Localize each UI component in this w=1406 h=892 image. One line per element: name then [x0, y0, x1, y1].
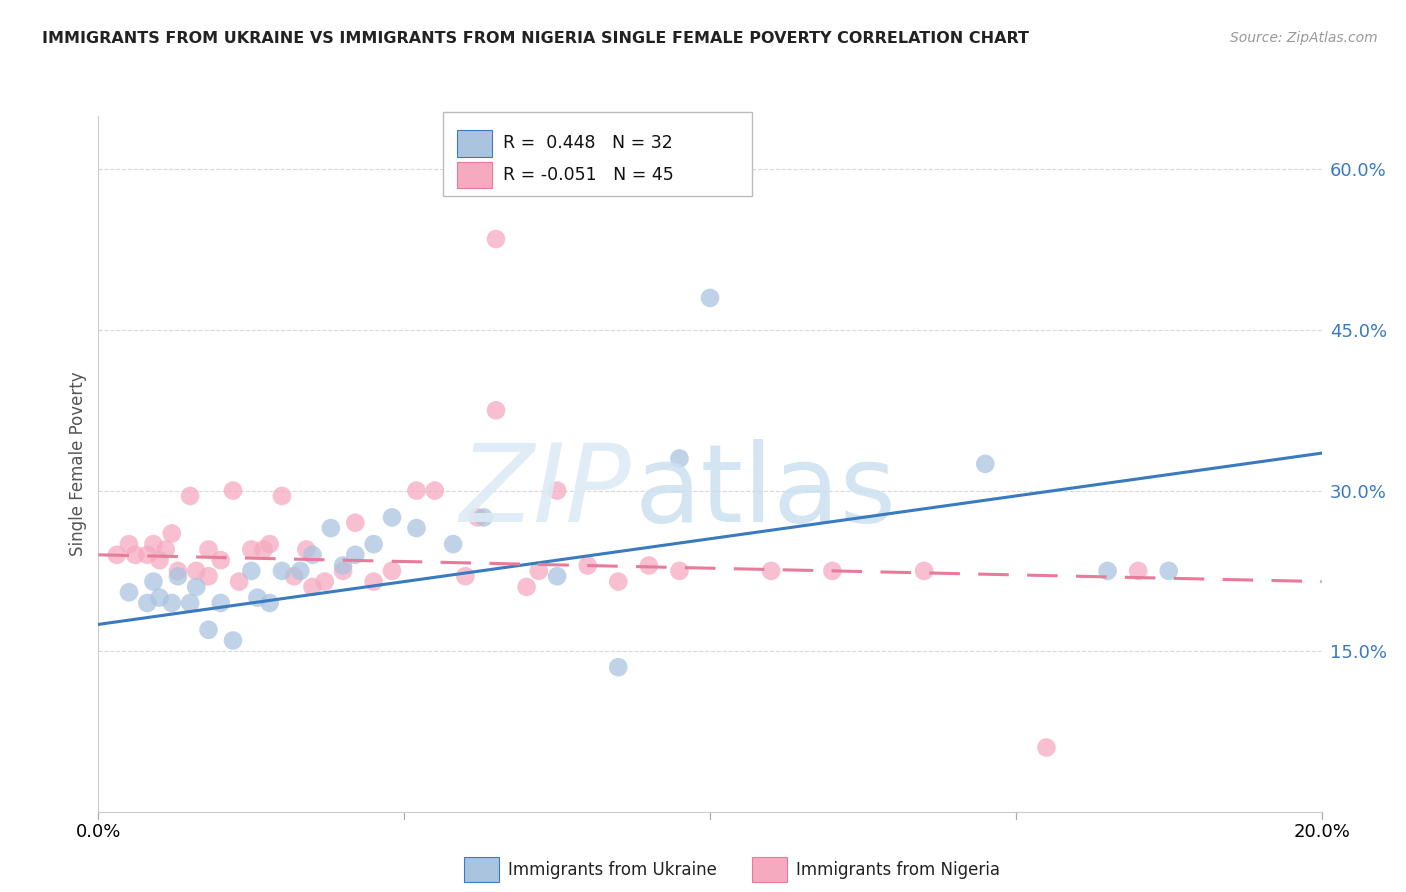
- Point: [222, 483, 245, 498]
- Point: [381, 510, 404, 524]
- Point: [516, 580, 538, 594]
- Point: [314, 574, 336, 589]
- Y-axis label: Single Female Poverty: Single Female Poverty: [69, 372, 87, 556]
- Text: R =  0.448   N = 32: R = 0.448 N = 32: [503, 135, 673, 153]
- Point: [155, 542, 177, 557]
- Point: [1097, 564, 1119, 578]
- Text: IMMIGRANTS FROM UKRAINE VS IMMIGRANTS FROM NIGERIA SINGLE FEMALE POVERTY CORRELA: IMMIGRANTS FROM UKRAINE VS IMMIGRANTS FR…: [42, 31, 1029, 46]
- Point: [759, 564, 782, 578]
- Point: [1157, 564, 1180, 578]
- Text: ZIP: ZIP: [458, 439, 630, 544]
- Point: [270, 489, 292, 503]
- Point: [118, 537, 141, 551]
- Text: Immigrants from Ukraine: Immigrants from Ukraine: [508, 861, 717, 879]
- Point: [167, 564, 190, 578]
- Point: [546, 569, 568, 583]
- Point: [441, 537, 464, 551]
- Point: [344, 548, 367, 562]
- Point: [149, 553, 172, 567]
- Point: [197, 569, 219, 583]
- Text: atlas: atlas: [634, 439, 896, 545]
- Point: [240, 564, 263, 578]
- Text: R = -0.051   N = 45: R = -0.051 N = 45: [503, 166, 673, 184]
- Point: [142, 574, 165, 589]
- Point: [301, 548, 323, 562]
- Point: [186, 564, 208, 578]
- Point: [295, 542, 318, 557]
- Point: [105, 548, 128, 562]
- Point: [546, 483, 568, 498]
- Point: [668, 564, 690, 578]
- Point: [222, 633, 245, 648]
- Point: [485, 232, 508, 246]
- Point: [485, 403, 508, 417]
- Point: [576, 558, 599, 573]
- Point: [283, 569, 305, 583]
- Point: [301, 580, 323, 594]
- Point: [124, 548, 146, 562]
- Point: [344, 516, 367, 530]
- Point: [209, 553, 232, 567]
- Point: [259, 596, 281, 610]
- Point: [472, 510, 495, 524]
- Text: Immigrants from Nigeria: Immigrants from Nigeria: [796, 861, 1000, 879]
- Point: [912, 564, 935, 578]
- Text: Source: ZipAtlas.com: Source: ZipAtlas.com: [1230, 31, 1378, 45]
- Point: [699, 291, 721, 305]
- Point: [607, 660, 630, 674]
- Point: [363, 574, 385, 589]
- Point: [179, 596, 201, 610]
- Point: [332, 564, 354, 578]
- Point: [186, 580, 208, 594]
- Point: [136, 596, 159, 610]
- Point: [381, 564, 404, 578]
- Point: [363, 537, 385, 551]
- Point: [118, 585, 141, 599]
- Point: [290, 564, 312, 578]
- Point: [149, 591, 172, 605]
- Point: [160, 526, 183, 541]
- Point: [454, 569, 477, 583]
- Point: [197, 542, 219, 557]
- Point: [240, 542, 263, 557]
- Point: [252, 542, 274, 557]
- Point: [228, 574, 250, 589]
- Point: [270, 564, 292, 578]
- Point: [1128, 564, 1150, 578]
- Point: [607, 574, 630, 589]
- Point: [668, 451, 690, 466]
- Point: [179, 489, 201, 503]
- Point: [1035, 740, 1057, 755]
- Point: [974, 457, 997, 471]
- Point: [821, 564, 844, 578]
- Point: [197, 623, 219, 637]
- Point: [160, 596, 183, 610]
- Point: [467, 510, 489, 524]
- Point: [405, 521, 427, 535]
- Point: [405, 483, 427, 498]
- Point: [142, 537, 165, 551]
- Point: [332, 558, 354, 573]
- Point: [319, 521, 342, 535]
- Point: [246, 591, 269, 605]
- Point: [259, 537, 281, 551]
- Point: [637, 558, 661, 573]
- Point: [423, 483, 446, 498]
- Point: [136, 548, 159, 562]
- Point: [209, 596, 232, 610]
- Point: [527, 564, 550, 578]
- Point: [167, 569, 190, 583]
